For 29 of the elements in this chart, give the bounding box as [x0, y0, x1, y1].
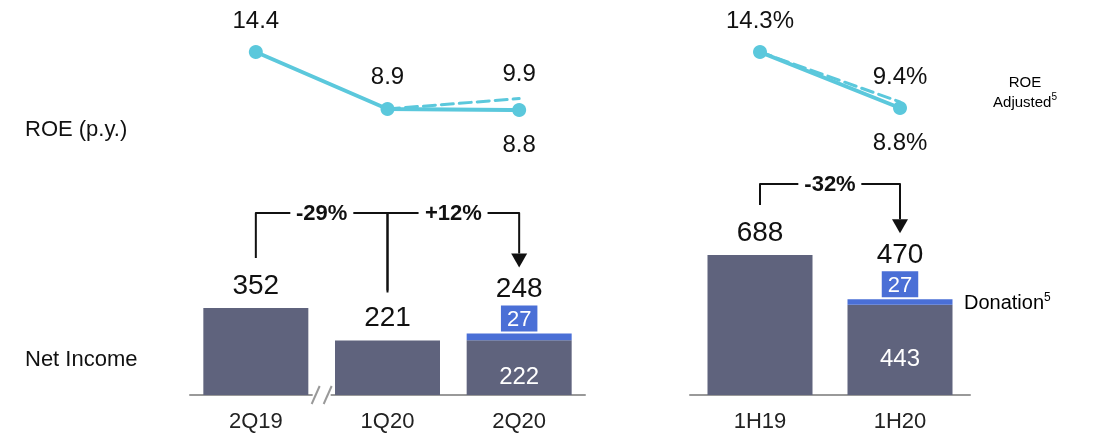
data-label: 9.4% — [872, 62, 928, 90]
data-label: 14.4 — [232, 5, 280, 33]
data-label: 688 — [736, 215, 784, 247]
x-tick-label: 1Q20 — [360, 407, 415, 433]
x-tick-label: 2Q19 — [228, 407, 283, 433]
data-label: 443 — [879, 344, 921, 372]
bar — [466, 340, 572, 395]
data-label: 27 — [887, 271, 913, 297]
bar — [203, 308, 309, 395]
total-label: 470 — [876, 237, 924, 269]
data-label: 14.3% — [725, 5, 795, 33]
data-label: 27 — [506, 305, 532, 331]
x-tick-label: 1H19 — [733, 407, 787, 433]
bar — [335, 340, 440, 395]
data-label: 352 — [232, 268, 280, 300]
text: -32% — [798, 171, 862, 197]
y-axis-title: ROE (p.y.) — [25, 115, 128, 141]
data-label: 222 — [499, 362, 540, 390]
data-label: 8.8% — [872, 127, 928, 155]
total-label: 248 — [495, 271, 543, 303]
data-label: 8.8 — [502, 129, 536, 157]
x-tick-label: 1H20 — [873, 407, 927, 433]
x-tick-label: 2Q20 — [492, 407, 547, 433]
data-label: 9.9 — [502, 59, 536, 87]
data-label: 221 — [364, 300, 411, 332]
data-label: 8.9 — [370, 62, 405, 90]
text: +12% — [418, 200, 488, 226]
y-axis-title: Net Income — [25, 345, 138, 371]
text: -29% — [289, 200, 354, 226]
